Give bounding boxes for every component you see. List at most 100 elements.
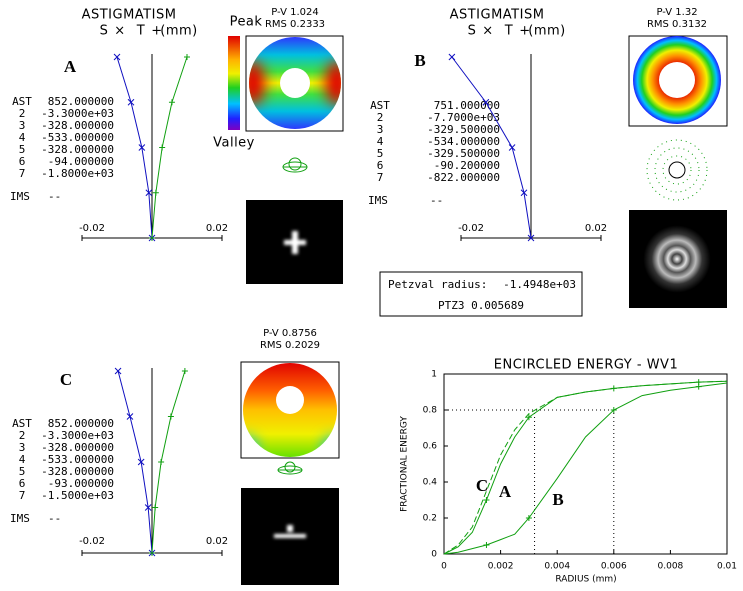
wavefront-hole <box>276 386 304 414</box>
peak-label: Peak <box>230 15 263 30</box>
y-tick-label: 1 <box>431 370 437 380</box>
series-label: A <box>499 482 512 501</box>
petzval-value: -1.4948e+03 <box>503 278 576 291</box>
surface-value: 852.000000 <box>48 417 114 430</box>
legend-entry: × <box>482 24 493 39</box>
surface-value: 852.000000 <box>48 95 114 108</box>
surface-label: AST <box>370 99 390 112</box>
surface-value: -328.000000 <box>41 119 114 132</box>
x-tick-label: 0 <box>441 562 447 572</box>
y-tick-label: 0 <box>431 550 437 560</box>
pv: P-V 0.8756 <box>263 328 317 339</box>
y-tick-label: 0.4 <box>423 478 438 488</box>
petzval-label: Petzval radius: <box>388 278 487 291</box>
x-axis-label: RADIUS (mm) <box>555 575 616 585</box>
surface-label: 7 <box>377 171 384 184</box>
surface-label: 4 <box>19 453 26 466</box>
surface-label: 3 <box>19 119 26 132</box>
surface-label: 7 <box>19 489 26 502</box>
units: (mm) <box>528 24 565 39</box>
ptz3: PTZ3 0.005689 <box>438 299 524 312</box>
valley-label: Valley <box>213 136 255 151</box>
ims-label: IMS <box>368 194 388 207</box>
surface-value: -534.000000 <box>427 135 500 148</box>
ims-label: IMS <box>10 190 30 203</box>
plot-frame <box>443 373 728 555</box>
rms: RMS 0.3132 <box>647 19 707 30</box>
plot-title: ASTIGMATISM <box>82 8 177 23</box>
surface-value: -328.000000 <box>41 143 114 156</box>
x-tick-label: -0.02 <box>79 536 105 547</box>
x-tick-label: -0.02 <box>458 223 484 234</box>
surface-label: 5 <box>19 143 26 156</box>
footprint-icon <box>277 461 303 475</box>
surface-value: -1.8000e+03 <box>41 167 114 180</box>
surface-value: -533.000000 <box>41 131 114 144</box>
wavefront-hole <box>659 62 695 98</box>
color-bar <box>228 36 240 130</box>
surface-value: -90.200000 <box>434 159 500 172</box>
surface-label: 2 <box>19 429 26 442</box>
surface-value: -328.000000 <box>41 441 114 454</box>
wavefront-hole <box>280 68 310 98</box>
surface-label: 2 <box>377 111 384 124</box>
petzval-box <box>379 271 583 317</box>
ee-marker <box>525 414 532 421</box>
ims-value: -- <box>48 190 61 203</box>
ims-value: -- <box>430 194 443 207</box>
astig-curve <box>117 370 153 554</box>
surface-value: -329.500000 <box>427 147 500 160</box>
chart-title: ENCIRCLED ENERGY - WV1 <box>494 358 678 373</box>
surface-value: -329.500000 <box>427 123 500 136</box>
x-tick-label: -0.02 <box>79 223 105 234</box>
surface-label: 5 <box>19 465 26 478</box>
astig-curve <box>151 370 186 554</box>
x-tick-label: 0.02 <box>206 536 228 547</box>
ee-marker <box>483 497 490 503</box>
surface-label: 6 <box>377 159 384 172</box>
y-tick-label: 0.6 <box>423 442 438 452</box>
x-tick-label: 0.004 <box>544 562 570 572</box>
ee-curve <box>443 382 728 555</box>
legend-entry: T <box>136 24 145 39</box>
surface-label: 3 <box>377 123 384 136</box>
ee-marker <box>695 383 702 390</box>
rms: RMS 0.2029 <box>260 340 320 351</box>
series-label: B <box>552 490 563 509</box>
y-tick-label: 0.2 <box>423 514 437 524</box>
x-tick-label: 0.002 <box>488 562 514 572</box>
surface-value: -533.000000 <box>41 453 114 466</box>
spot-diagram <box>646 139 708 201</box>
psf-spot <box>284 231 306 254</box>
surface-label: 6 <box>19 155 26 168</box>
legend-entry: × <box>114 24 125 39</box>
psf-spot <box>274 525 306 538</box>
surface-value: -3.3000e+03 <box>41 429 114 442</box>
surface-label: 5 <box>377 147 384 160</box>
surface-value: -94.000000 <box>48 155 114 168</box>
astig-curve <box>151 56 188 239</box>
surface-label: 2 <box>19 107 26 120</box>
surface-label: AST <box>12 417 32 430</box>
ims-value: -- <box>48 512 61 525</box>
surface-value: -7.7000e+03 <box>427 111 500 124</box>
ee-curve <box>443 380 728 555</box>
panel-letter: B <box>414 51 425 70</box>
footprint-icon <box>282 157 308 173</box>
astig-curve <box>451 56 532 239</box>
series-label: C <box>476 476 488 495</box>
surface-value: -328.000000 <box>41 465 114 478</box>
rms: RMS 0.2333 <box>265 19 325 30</box>
pv: P-V 1.024 <box>271 7 318 18</box>
pv: P-V 1.32 <box>656 7 697 18</box>
ee-marker <box>610 407 617 413</box>
surface-label: AST <box>12 95 32 108</box>
surface-label: 6 <box>19 477 26 490</box>
x-tick-label: 0.006 <box>601 562 627 572</box>
surface-value: 751.000000 <box>434 99 500 112</box>
panel-letter: A <box>64 57 77 76</box>
legend-entry: S <box>100 24 109 39</box>
surface-value: -93.000000 <box>48 477 114 490</box>
plot-title: ASTIGMATISM <box>450 8 545 23</box>
ee-marker <box>525 515 532 521</box>
